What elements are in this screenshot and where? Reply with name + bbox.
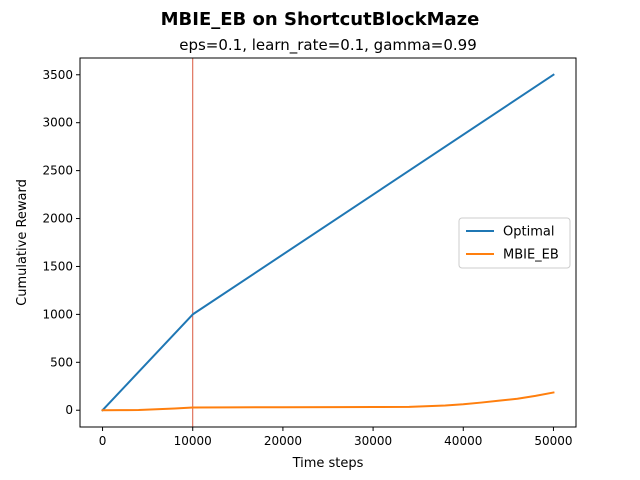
y-tick-label: 2000 [42,212,73,226]
legend-label-mbie-eb: MBIE_EB [503,248,559,263]
y-axis: 0 500 1000 1500 2000 2500 3000 3500 [42,68,80,417]
y-tick-label: 1000 [42,307,73,321]
x-tick-label: 0 [99,434,107,448]
x-tick-label: 20000 [264,434,302,448]
y-tick-label: 1500 [42,259,73,273]
chart-title: MBIE_EB on ShortcutBlockMaze [161,9,480,30]
x-axis: 0 10000 20000 30000 40000 50000 [99,427,573,448]
legend-label-optimal: Optimal [503,225,554,240]
y-tick-label: 3000 [42,116,73,130]
y-tick-label: 0 [65,403,73,417]
chart-subtitle: eps=0.1, learn_rate=0.1, gamma=0.99 [179,36,477,55]
x-tick-label: 10000 [174,434,212,448]
x-tick-label: 50000 [534,434,572,448]
x-tick-label: 30000 [354,434,392,448]
series-line-optimal [101,73,555,412]
y-tick-label: 3500 [42,68,73,82]
series-layer [101,73,555,412]
y-axis-label: Cumulative Reward [15,179,30,306]
legend: Optimal MBIE_EB [458,217,571,269]
x-tick-label: 40000 [444,434,482,448]
series-line-mbie-eb [101,391,555,412]
plot-frame [79,57,577,428]
y-tick-label: 500 [50,355,73,369]
x-axis-label: Time steps [292,456,364,471]
y-tick-label: 2500 [42,164,73,178]
